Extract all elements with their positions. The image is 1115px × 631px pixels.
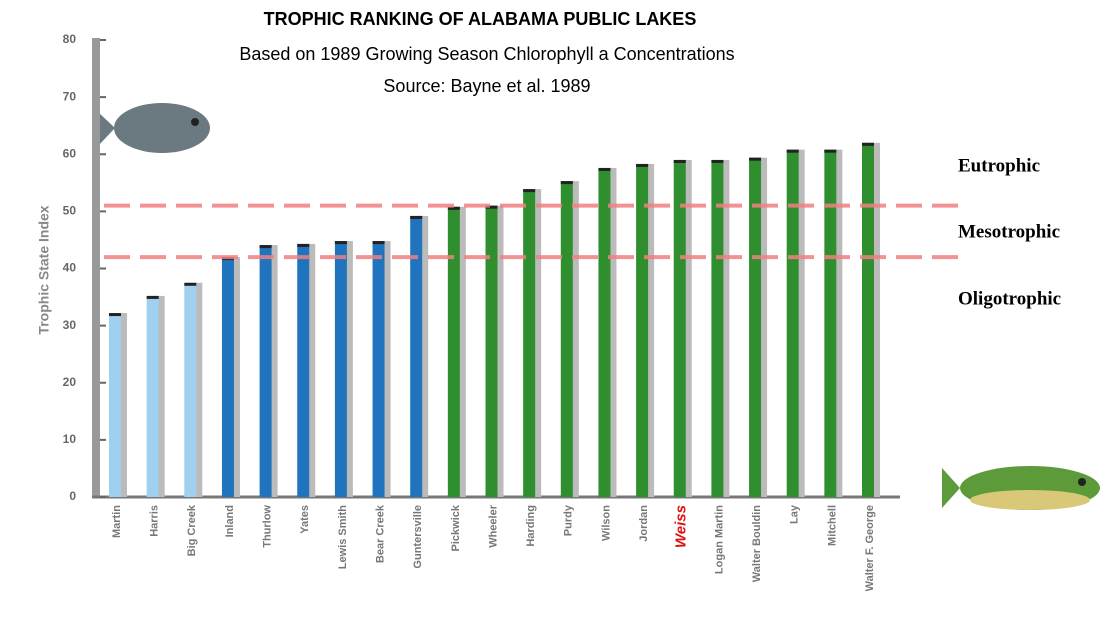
zone-label: Oligotrophic bbox=[958, 288, 1061, 309]
bar-cap bbox=[673, 159, 686, 163]
y-tick-label: 50 bbox=[63, 204, 77, 218]
bar-cap bbox=[109, 313, 121, 317]
y-tick-label: 40 bbox=[63, 261, 77, 275]
bar bbox=[184, 282, 197, 497]
zone-label: Eutrophic bbox=[958, 155, 1040, 176]
bar-cap bbox=[598, 167, 611, 171]
bar bbox=[297, 243, 310, 497]
bar-cap bbox=[372, 241, 385, 245]
bar-cap bbox=[862, 142, 874, 146]
x-tick-label: Thurlow bbox=[262, 505, 274, 548]
x-tick-label: Logan Martin bbox=[713, 505, 725, 574]
bar bbox=[636, 163, 649, 497]
x-tick-label: Mitchell bbox=[826, 505, 838, 546]
chart-source: Source: Bayne et al. 1989 bbox=[383, 76, 590, 96]
bar-cap bbox=[297, 243, 310, 247]
bar-cap bbox=[410, 215, 423, 219]
x-tick-label: Big Creek bbox=[186, 504, 198, 556]
bar bbox=[447, 206, 460, 497]
fish-icon bbox=[98, 103, 210, 153]
bar bbox=[862, 142, 874, 497]
bar-cap bbox=[334, 241, 347, 245]
x-tick-label: Walter Bouldin bbox=[751, 505, 763, 582]
x-tick-label: Walter F. George bbox=[864, 505, 876, 591]
y-tick-label: 80 bbox=[63, 32, 77, 46]
bar bbox=[824, 149, 837, 497]
bar bbox=[109, 313, 121, 497]
bar bbox=[786, 149, 799, 497]
bar bbox=[485, 205, 498, 497]
x-tick-label: Jordan bbox=[638, 505, 650, 542]
chart-subtitle: Based on 1989 Growing Season Chlorophyll… bbox=[239, 44, 734, 64]
bar-cap bbox=[146, 295, 159, 299]
x-tick-label: Bear Creek bbox=[374, 504, 386, 563]
bar-cap bbox=[560, 181, 573, 185]
bar bbox=[598, 167, 611, 497]
y-tick-label: 60 bbox=[63, 146, 77, 160]
bar bbox=[372, 241, 385, 497]
x-tick-label: Yates bbox=[299, 505, 311, 534]
y-tick-label: 30 bbox=[63, 318, 77, 332]
x-tick-label: Lay bbox=[789, 504, 801, 524]
chart-title: TROPHIC RANKING OF ALABAMA PUBLIC LAKES bbox=[264, 9, 697, 29]
y-tick-label: 10 bbox=[63, 432, 77, 446]
bar-cap bbox=[447, 206, 460, 210]
x-tick-label: Harris bbox=[149, 505, 161, 537]
y-tick-label: 70 bbox=[63, 89, 77, 103]
y-tick-label: 20 bbox=[63, 375, 77, 389]
x-tick-label: Martin bbox=[111, 505, 123, 538]
x-tick-label: Weiss bbox=[673, 505, 690, 548]
bar-cap bbox=[184, 282, 197, 286]
bar bbox=[749, 157, 762, 498]
y-axis bbox=[92, 38, 100, 498]
bar-cap bbox=[636, 163, 649, 167]
y-axis-title: Trophic State Index bbox=[36, 205, 52, 334]
bar-cap bbox=[711, 159, 724, 163]
x-tick-label: Guntersville bbox=[412, 505, 424, 569]
bar-cap bbox=[749, 157, 762, 161]
x-tick-label: Harding bbox=[525, 505, 537, 547]
bar bbox=[221, 257, 234, 497]
bar-cap bbox=[259, 245, 272, 249]
bar bbox=[410, 215, 423, 497]
bass-icon bbox=[942, 466, 1100, 510]
bar-cap bbox=[824, 149, 837, 153]
bar bbox=[259, 245, 272, 497]
bar-cap bbox=[523, 189, 536, 193]
bar bbox=[523, 189, 536, 497]
x-tick-label: Wheeler bbox=[487, 504, 499, 548]
y-tick-label: 0 bbox=[69, 489, 76, 503]
x-tick-label: Pickwick bbox=[450, 504, 462, 551]
x-tick-label: Purdy bbox=[563, 504, 575, 536]
zone-label: Mesotrophic bbox=[958, 221, 1060, 242]
bar bbox=[711, 159, 724, 497]
bar bbox=[146, 295, 159, 497]
bar-cap bbox=[786, 149, 799, 153]
x-tick-label: Inland bbox=[224, 505, 236, 537]
bar bbox=[560, 181, 573, 497]
bar bbox=[673, 159, 686, 497]
x-tick-label: Wilson bbox=[600, 505, 612, 541]
bar-cap bbox=[485, 205, 498, 209]
bar bbox=[334, 241, 347, 497]
x-tick-label: Lewis Smith bbox=[337, 505, 349, 569]
